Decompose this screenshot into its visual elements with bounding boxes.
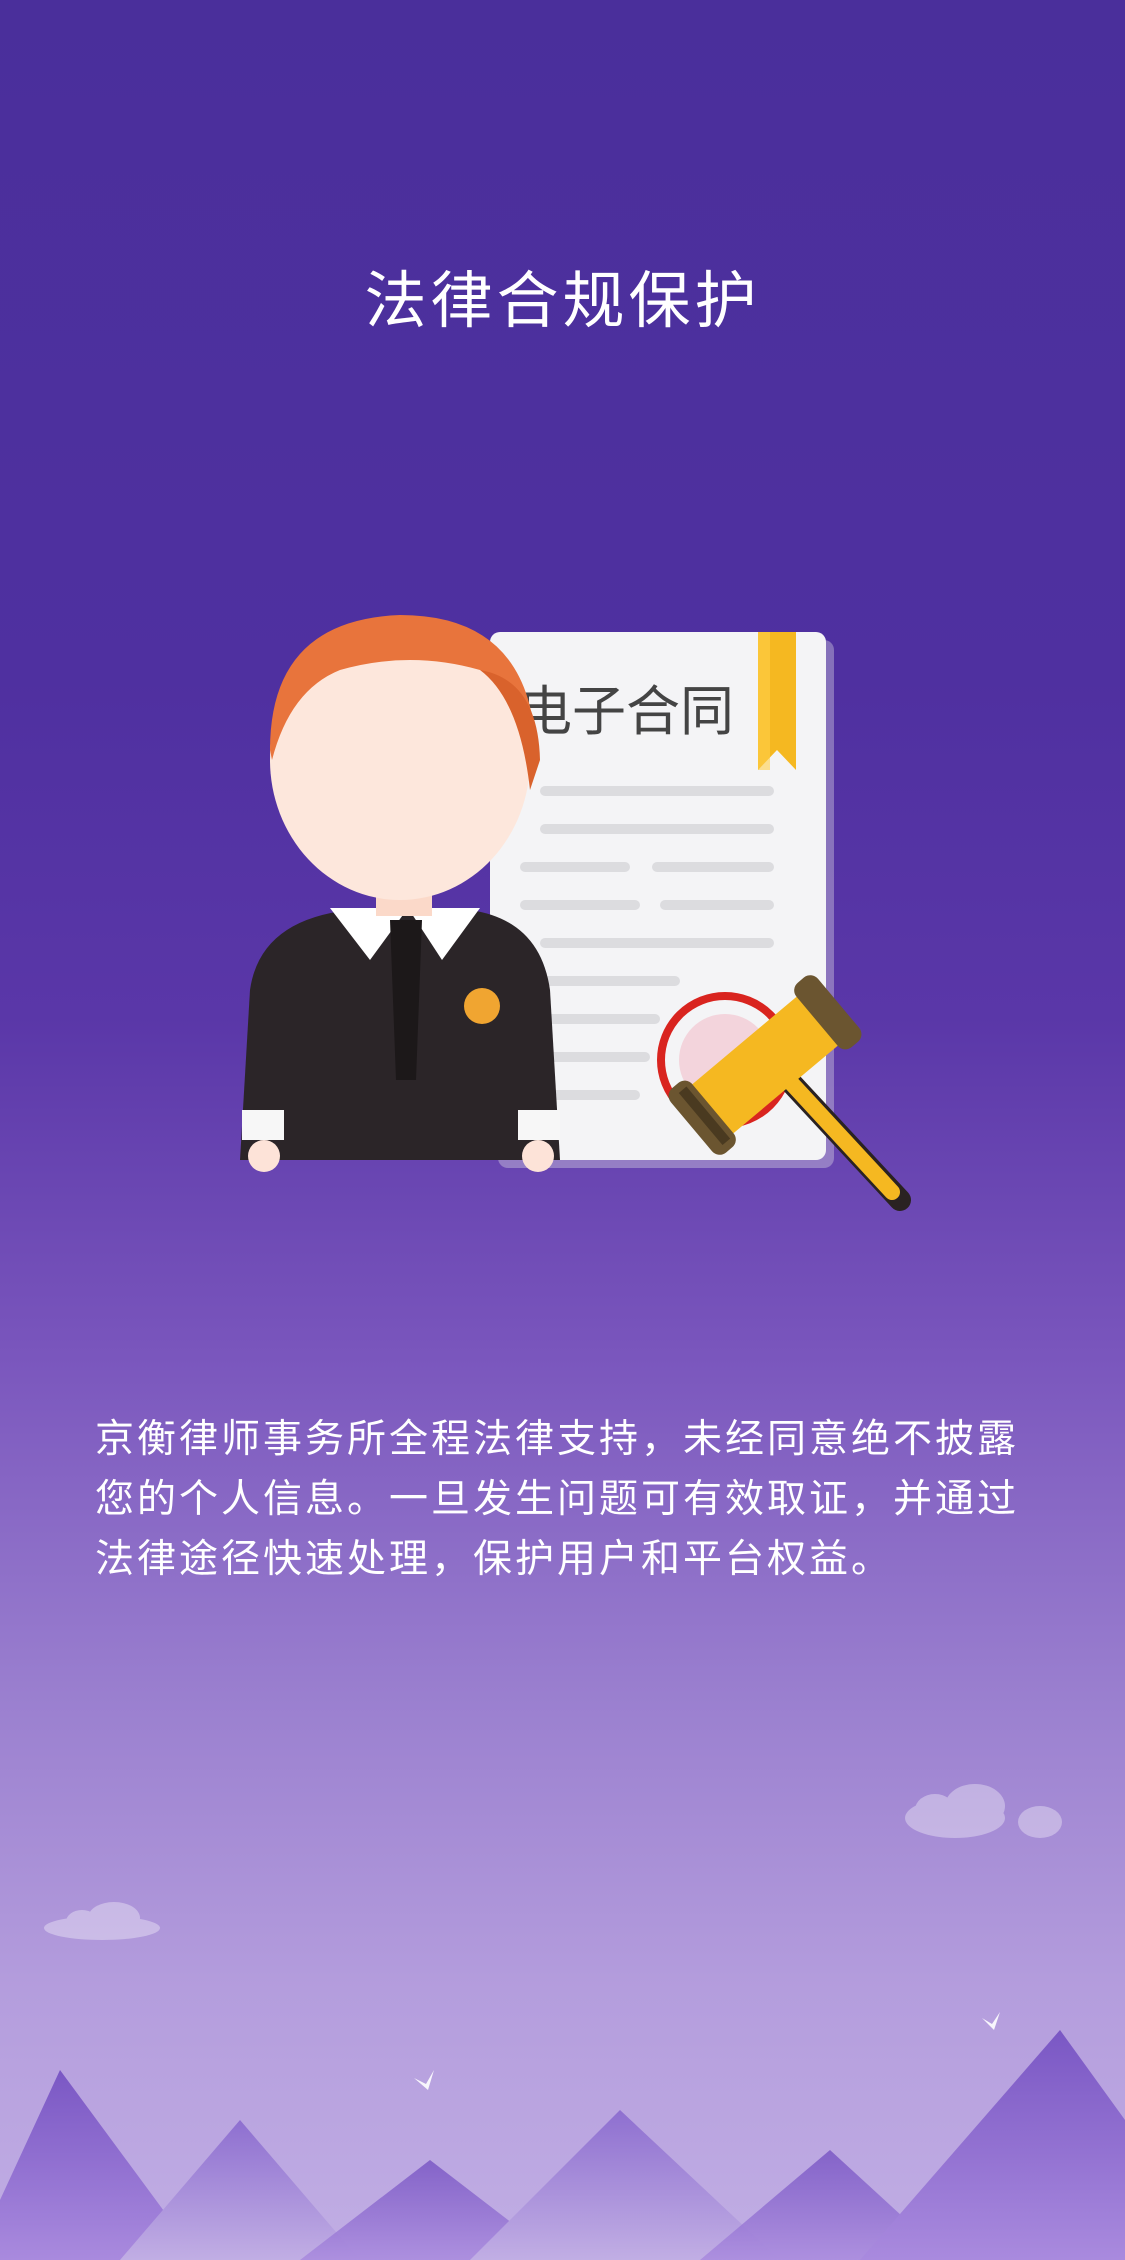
mountains-icon [0, 2030, 1125, 2260]
page-title: 法律合规保护 [364, 264, 761, 337]
bird-icon [414, 2070, 434, 2090]
lawyer-icon [240, 615, 560, 1172]
gavel-icon [668, 975, 911, 1211]
contract-label: 电子合同 [518, 680, 734, 743]
legal-protection-illustration: 电子合同 [240, 615, 911, 1211]
cloud-icon [905, 1784, 1062, 1838]
description-text: 京衡律师事务所全程法律支持，未经同意绝不披露您的个人信息。一旦发生问题可有效取证… [95, 1417, 1020, 1582]
bird-icon [982, 2012, 1000, 2030]
cloud-icon [44, 1902, 160, 1940]
